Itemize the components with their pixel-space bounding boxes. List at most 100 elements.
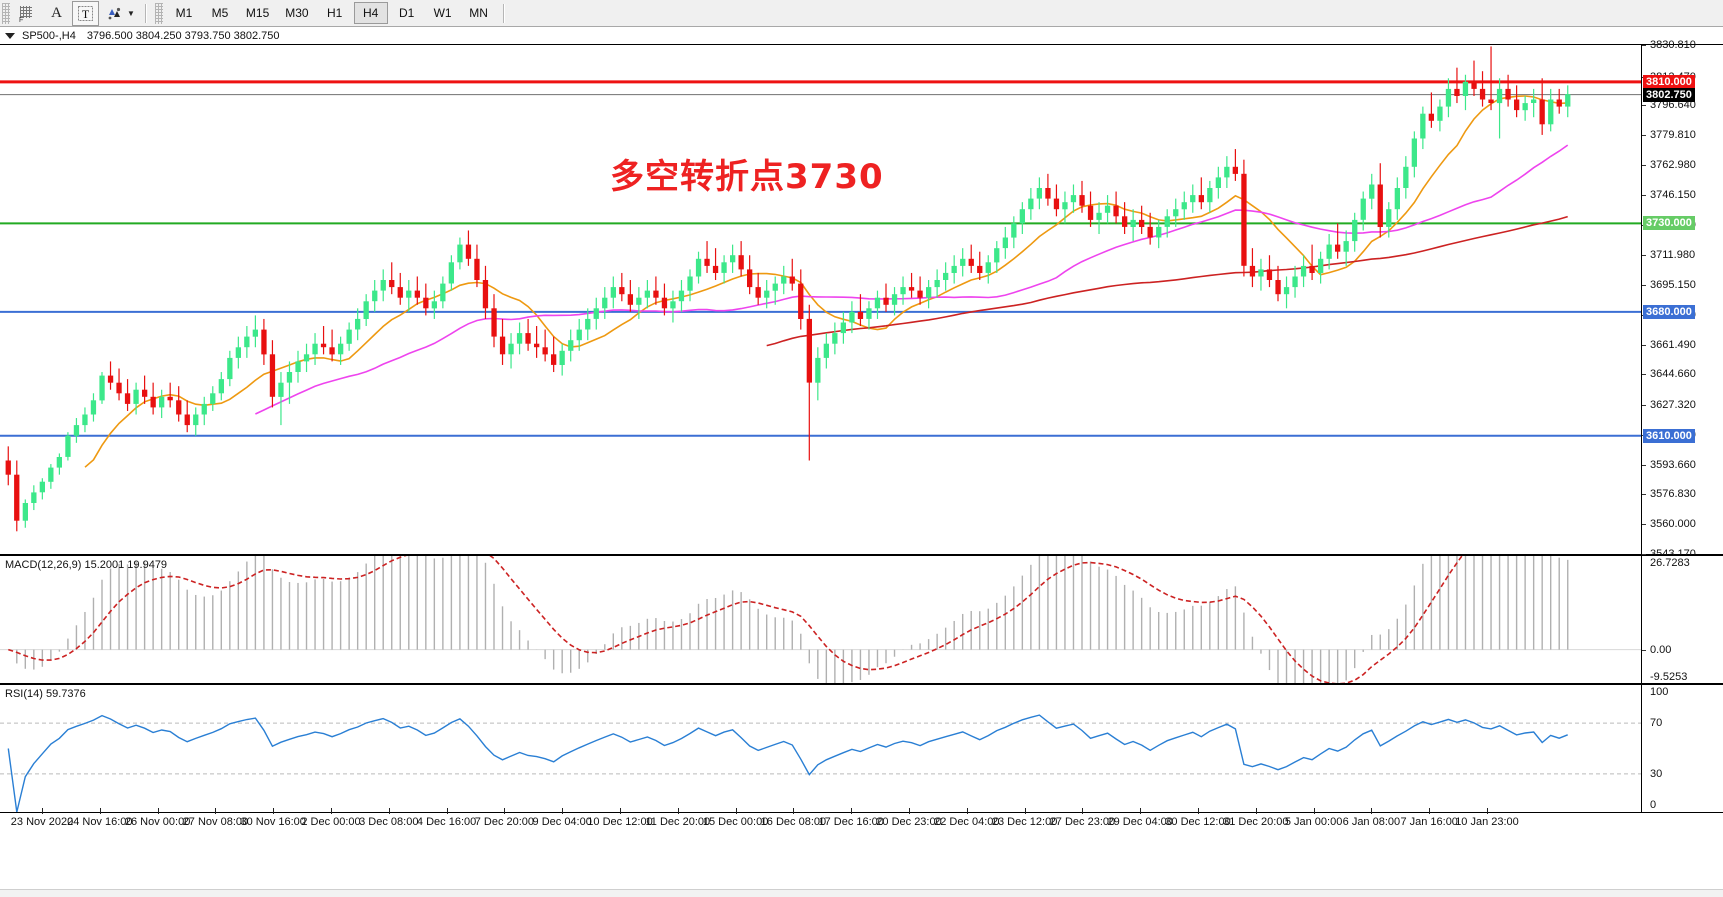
support-tag-3680[interactable]: 3680.000	[1643, 304, 1695, 319]
timeframe-w1[interactable]: W1	[433, 6, 452, 20]
candle-body	[627, 294, 633, 305]
candle-body	[440, 283, 446, 302]
candle-body	[124, 393, 131, 404]
time-axis-label: 30 Nov 16:00	[240, 816, 306, 828]
time-axis-label: 7 Dec 20:00	[474, 816, 535, 828]
crosshair-grid-icon[interactable]: F	[14, 1, 41, 26]
candle-body	[116, 382, 122, 394]
candle-body	[1215, 177, 1221, 188]
price-axis-tick	[1642, 374, 1646, 376]
candle-body	[968, 258, 974, 266]
price-axis-label: 3627.320	[1650, 399, 1696, 412]
text-tool-icon[interactable]: A	[51, 4, 62, 21]
candle-body	[474, 258, 480, 280]
time-axis-label: 27 Dec 23:00	[1049, 816, 1116, 828]
candle-body	[695, 258, 702, 277]
time-axis-tick	[331, 808, 332, 814]
time-axis-tick	[1082, 808, 1084, 814]
price-axis-label: 3560.000	[1650, 518, 1696, 531]
candle-body	[1087, 205, 1094, 220]
timeframe-h4[interactable]: H4	[353, 2, 388, 24]
toolbar-grip-handle[interactable]	[2, 2, 10, 24]
rsi-axis[interactable]: 100 70 30 0	[1642, 685, 1723, 812]
candle-body	[644, 290, 650, 298]
timeframe-m15[interactable]: M15	[245, 6, 270, 20]
time-axis-tick	[1487, 808, 1488, 814]
candle-body	[1011, 223, 1017, 238]
candle-body	[619, 287, 625, 295]
candle-body	[934, 280, 940, 288]
rsi-plot-canvas[interactable]	[0, 685, 1642, 812]
timeframe-d1[interactable]: D1	[398, 6, 415, 20]
time-axis-label: 7 Jan 16:00	[1400, 816, 1458, 828]
candle-body	[1232, 166, 1238, 174]
candle-body	[1292, 276, 1298, 288]
candle-body	[1318, 258, 1324, 273]
candle-body	[653, 290, 659, 298]
candle-body	[82, 414, 88, 426]
candle-body	[516, 333, 523, 344]
resistance-tag-3810[interactable]: 3810.000	[1643, 74, 1695, 89]
candle-body	[1420, 113, 1426, 139]
pivot-tag-3730[interactable]: 3730.000	[1643, 216, 1695, 231]
timeframe-mn[interactable]: MN	[469, 6, 488, 20]
triangle-down-icon[interactable]	[5, 32, 15, 39]
macd-axis-label: 26.7283	[1650, 557, 1690, 569]
candle-body	[610, 287, 616, 298]
objects-tool-icon[interactable]	[101, 1, 128, 26]
candle-body	[320, 343, 327, 348]
candle-body	[48, 467, 54, 482]
chart-annotation-text[interactable]: 多空转折点3730	[610, 157, 884, 197]
price-axis-tick	[1642, 194, 1646, 196]
candle-body	[457, 244, 463, 263]
candle-body	[559, 350, 565, 365]
chart-area: SP500-,H4 3796.500 3804.250 3793.750 380…	[0, 27, 1723, 897]
price-axis-tick	[1642, 554, 1646, 555]
timeframe-m30[interactable]: M30	[285, 6, 309, 20]
time-axis[interactable]: 23 Nov 2020 24 Nov 16:00 26 Nov 00:00 27 No…	[0, 808, 1723, 836]
candle-body	[1207, 188, 1213, 203]
timeframe-h1[interactable]: H1	[326, 6, 343, 20]
macd-axis[interactable]: 26.7283 0.00 -9.5253	[1642, 556, 1723, 683]
price-axis-label: 3830.810	[1650, 39, 1696, 51]
main-toolbar: F A T ▼	[0, 0, 1723, 27]
price-plot-canvas[interactable]: 多空转折点3730	[0, 45, 1642, 554]
time-axis-label: 2 Dec 00:00	[301, 816, 361, 828]
candle-body	[1335, 244, 1341, 252]
macd-plot-canvas[interactable]	[0, 556, 1642, 683]
timeframe-grip-handle[interactable]	[154, 2, 163, 24]
candle-body	[1019, 209, 1025, 224]
time-axis-label: 26 Nov 00:00	[124, 816, 191, 828]
candle-body	[150, 396, 156, 408]
price-axis-tick	[1642, 494, 1646, 496]
candle-body	[210, 393, 216, 404]
svg-text:T: T	[82, 7, 90, 21]
candle-body	[1283, 287, 1290, 295]
candle-body	[1377, 184, 1383, 227]
symbol-header: SP500-,H4 3796.500 3804.250 3793.750 380…	[0, 27, 1723, 44]
support-tag-3610[interactable]: 3610.000	[1643, 428, 1695, 443]
macd-svg	[0, 556, 1641, 683]
timeframe-m5[interactable]: M5	[211, 6, 229, 20]
status-bar	[0, 889, 1723, 897]
candle-body	[397, 287, 403, 298]
time-axis-tick	[1140, 808, 1142, 814]
candle-body	[107, 375, 114, 383]
price-axis-label: 3695.150	[1650, 279, 1696, 292]
candle-body	[142, 389, 148, 397]
text-label-tool-icon[interactable]: T	[72, 0, 99, 26]
time-axis-label: 9 Dec 04:00	[532, 816, 592, 828]
candle-body	[329, 347, 335, 355]
candle-body	[1428, 113, 1434, 121]
objects-dropdown-caret-icon[interactable]: ▼	[127, 8, 135, 18]
price-axis-label: 3746.150	[1650, 188, 1696, 201]
candle-body	[1130, 219, 1136, 227]
last-price-tag[interactable]: 3802.750	[1643, 87, 1695, 102]
candle-body	[1062, 202, 1068, 210]
rsi-axis-label: 30	[1650, 767, 1663, 780]
price-axis[interactable]: 3830.8103812.4703796.6403779.8103762.980…	[1642, 39, 1723, 560]
candle-body	[1343, 241, 1349, 252]
candle-body	[678, 290, 685, 302]
candle-body	[1411, 138, 1417, 167]
timeframe-m1[interactable]: M1	[175, 6, 193, 20]
